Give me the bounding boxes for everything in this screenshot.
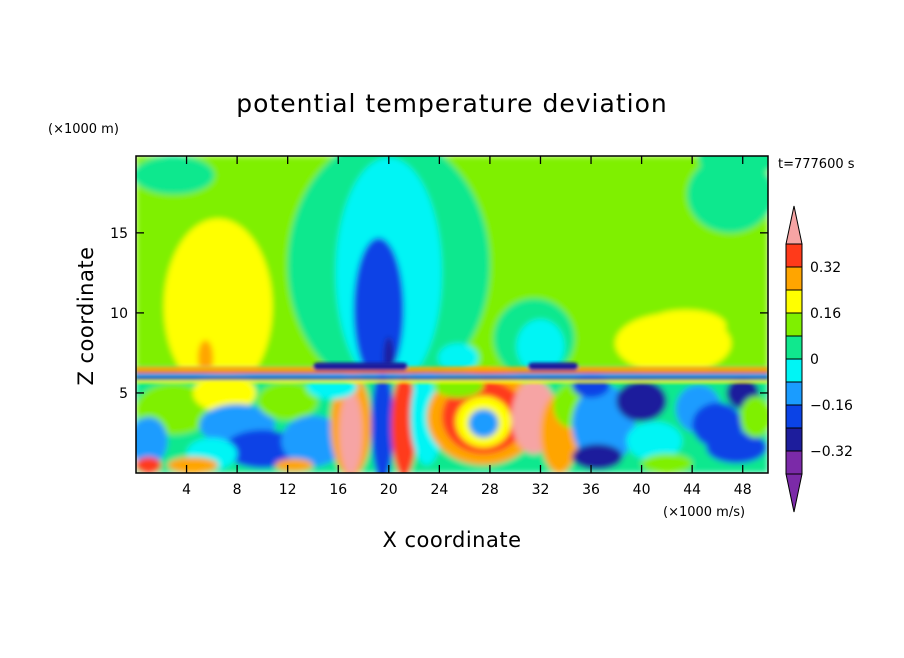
- left-warm-plume: [163, 218, 273, 395]
- y-axis: 5 10 15: [110, 226, 768, 402]
- x-tick-label: 8: [233, 482, 242, 498]
- interface-dark-cap: [312, 362, 408, 371]
- contour-field: [136, 156, 768, 473]
- lower-blob-7: [257, 381, 319, 421]
- colorbar-label: 0.32: [810, 260, 841, 276]
- lower-blob-31: [167, 456, 219, 473]
- x-tick-label: 48: [734, 482, 752, 498]
- x-tick-label: 12: [279, 482, 297, 498]
- colorbar-swatch: [785, 427, 803, 452]
- colorbar-swatch: [785, 243, 803, 268]
- lower-blob-23: [616, 380, 667, 422]
- colorbar-swatch: [785, 266, 803, 291]
- x-units-label: (×1000 m/s): [663, 505, 745, 520]
- right-warm-plume-top: [645, 309, 727, 342]
- lower-blob-12: [391, 373, 417, 473]
- lower-blob-2: [136, 416, 168, 465]
- x-tick-label: 40: [633, 482, 651, 498]
- colorbar-label: 0.16: [810, 306, 841, 322]
- central-blue-plume: [353, 237, 404, 382]
- lower-blob-32: [136, 456, 162, 473]
- x-axis-title: X coordinate: [382, 528, 521, 552]
- colorbar-label: −0.32: [810, 444, 853, 460]
- colorbar-swatch: [785, 404, 803, 429]
- colorbar-label: 0: [810, 352, 819, 368]
- x-tick-label: 36: [582, 482, 600, 498]
- colorbar-extend-max: [785, 205, 803, 245]
- upper-right-cool-region-2: [698, 156, 768, 179]
- interface-band-4: [136, 376, 768, 381]
- interface-band-5: [136, 380, 768, 384]
- lower-blob-8: [281, 415, 345, 467]
- y-tick-label: 5: [119, 386, 128, 402]
- x-tick-label: 24: [430, 482, 448, 498]
- chart-title: potential temperature deviation: [236, 89, 667, 118]
- interface-dark-cap-2: [527, 362, 579, 371]
- x-tick-label: 28: [481, 482, 499, 498]
- plume-cyan-small: [438, 343, 479, 373]
- interface-layer: [136, 362, 768, 384]
- lower-blob-29: [706, 431, 767, 464]
- plot-frame: [135, 155, 769, 474]
- interface-band-2: [136, 371, 768, 374]
- x-tick-label: 44: [683, 482, 701, 498]
- interface-band-3: [136, 373, 768, 377]
- interface-band-1: [136, 366, 768, 372]
- y-axis-title: Z coordinate: [74, 246, 98, 385]
- colorbar-swatch: [785, 335, 803, 360]
- colorbar-swatch: [785, 289, 803, 314]
- time-label: t=777600 s: [778, 157, 855, 172]
- colorbar-swatch: [785, 312, 803, 337]
- plume-right-cyan: [516, 319, 565, 374]
- x-tick-label: 32: [532, 482, 550, 498]
- colorbar-swatch: [785, 381, 803, 406]
- lower-blob-11: [371, 368, 394, 473]
- x-tick-label: 20: [380, 482, 398, 498]
- lower-blob-25: [641, 453, 693, 473]
- lower-blob-24: [626, 421, 683, 461]
- lower-blob-33: [275, 458, 313, 472]
- lower-blob-22: [572, 444, 623, 470]
- x-axis: 4 8 12 16 20 24 28 32 36 40 44 48: [182, 156, 752, 498]
- colorbar-swatch: [785, 358, 803, 383]
- lower-blob-17: [468, 408, 499, 438]
- colorbar: 0.32 0.16 0 −0.16 −0.32: [785, 205, 853, 513]
- lower-blob-30: [740, 396, 768, 438]
- colorbar-extend-min: [785, 473, 803, 513]
- upper-left-cool-region: [136, 156, 215, 195]
- x-tick-label: 4: [182, 482, 191, 498]
- lower-blob-10: [339, 391, 363, 473]
- lower-blob-5: [224, 429, 301, 469]
- y-tick-label: 10: [110, 306, 128, 322]
- colorbar-label: −0.16: [810, 398, 853, 414]
- y-units-label: (×1000 m): [48, 122, 119, 137]
- y-tick-label: 15: [110, 226, 128, 242]
- x-tick-label: 16: [329, 482, 347, 498]
- field-soft-layer: [136, 156, 768, 473]
- colorbar-swatch: [785, 450, 803, 475]
